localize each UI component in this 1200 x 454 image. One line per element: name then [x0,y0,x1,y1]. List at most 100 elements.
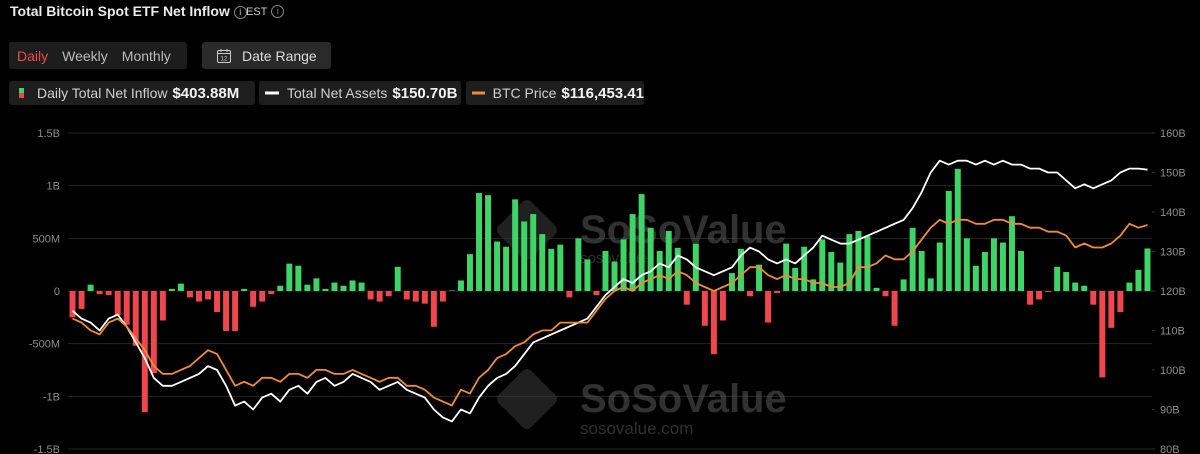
bar [629,214,636,291]
y2-tick-label: 100B [1160,365,1186,377]
bar [647,227,654,291]
period-tab[interactable]: Weekly [62,47,108,64]
bar [891,291,898,326]
bar [765,291,772,323]
legend-name: Total Net Assets [287,85,388,101]
period-tabs: Daily Weekly Monthly [9,42,187,69]
bar [132,291,139,346]
legend-name: Daily Total Net Inflow [37,85,168,101]
bar [927,278,934,291]
bar [602,250,609,291]
bar [990,238,997,291]
bar [719,291,726,321]
legend-value: $150.70B [392,84,458,102]
legend-item[interactable]: Total Net Assets $150.70B [259,81,461,105]
bar [683,291,690,305]
bar [295,265,302,291]
swatch-down [19,93,24,98]
bar [277,285,284,291]
period-tab[interactable]: Daily [17,47,49,64]
swatch-up [19,88,24,93]
svg-text:12: 12 [221,56,228,62]
legend-value: $116,453.41 [561,84,644,102]
info-icon[interactable]: i [233,6,247,19]
bar [963,238,970,291]
calendar-icon: 12 [217,48,231,63]
bar [882,291,889,297]
bar [638,194,645,291]
bar [656,250,663,291]
bar [214,291,221,313]
bar [936,242,943,291]
bar [909,227,916,291]
bar [855,230,862,291]
watermark: SoSoValue [580,208,787,252]
bar [421,291,428,304]
y-tick-label: 500M [32,233,60,245]
bar [385,291,392,297]
bar [566,291,573,298]
bar [403,291,410,300]
bar [412,291,419,302]
bar [223,291,230,332]
legend-item[interactable]: BTC Price $116,453.41 [466,81,644,105]
y-tick-label: -500M [29,339,60,351]
line [71,159,1148,423]
bar [1018,250,1024,291]
date-range-button[interactable]: 12 Date Range [202,42,331,69]
bar [259,291,266,302]
legend-value: $403.88M [172,84,240,102]
legend-name: BTC Price [492,85,557,101]
bar [494,241,501,291]
bar [530,214,537,291]
bar [593,291,600,296]
bar [701,291,708,326]
bar [665,230,672,291]
bar [439,291,446,302]
bar [168,288,175,291]
watermark: SoSoValue [580,377,787,421]
y2-tick-label: 130B [1160,247,1186,259]
bar [873,287,880,291]
period-tab[interactable]: Monthly [121,47,171,64]
bar [123,291,130,325]
y2-tick-label: 90B [1160,405,1180,417]
bar [620,239,627,291]
legend-item[interactable]: Daily Total Net Inflow $403.88M [9,81,255,105]
bar [467,254,473,291]
bar [1063,272,1070,291]
y-tick-label: -1B [43,391,60,403]
bar [485,195,492,291]
bar [756,264,763,291]
bar [972,265,979,291]
watermark: sosovalue.com [580,419,693,438]
bar [584,259,591,291]
bar [286,263,293,291]
bar [837,262,844,291]
bar [1108,291,1115,328]
bar [340,285,347,291]
date-range-label[interactable]: Date Range [242,47,317,64]
bar [358,282,365,291]
bar [304,284,311,291]
bar [69,291,76,318]
bar [710,291,717,355]
bar [512,199,519,291]
timezone[interactable]: EST [246,6,268,18]
info-icon[interactable]: i [271,5,285,18]
bar [900,279,907,291]
y-tick-label: 1.5B [37,128,60,140]
timezone-row: EST i [246,5,285,18]
bar [1027,291,1034,305]
bar [394,266,401,291]
y-tick-label: 1B [47,181,60,193]
y2-tick-label: 110B [1160,326,1185,338]
bar [1090,291,1097,305]
bar [331,282,338,291]
watermark-logo [496,368,558,430]
bar [1135,269,1142,291]
bar [1126,282,1133,291]
title-row: Total Bitcoin Spot ETF Net Inflow i [10,3,247,19]
bar [78,291,85,309]
